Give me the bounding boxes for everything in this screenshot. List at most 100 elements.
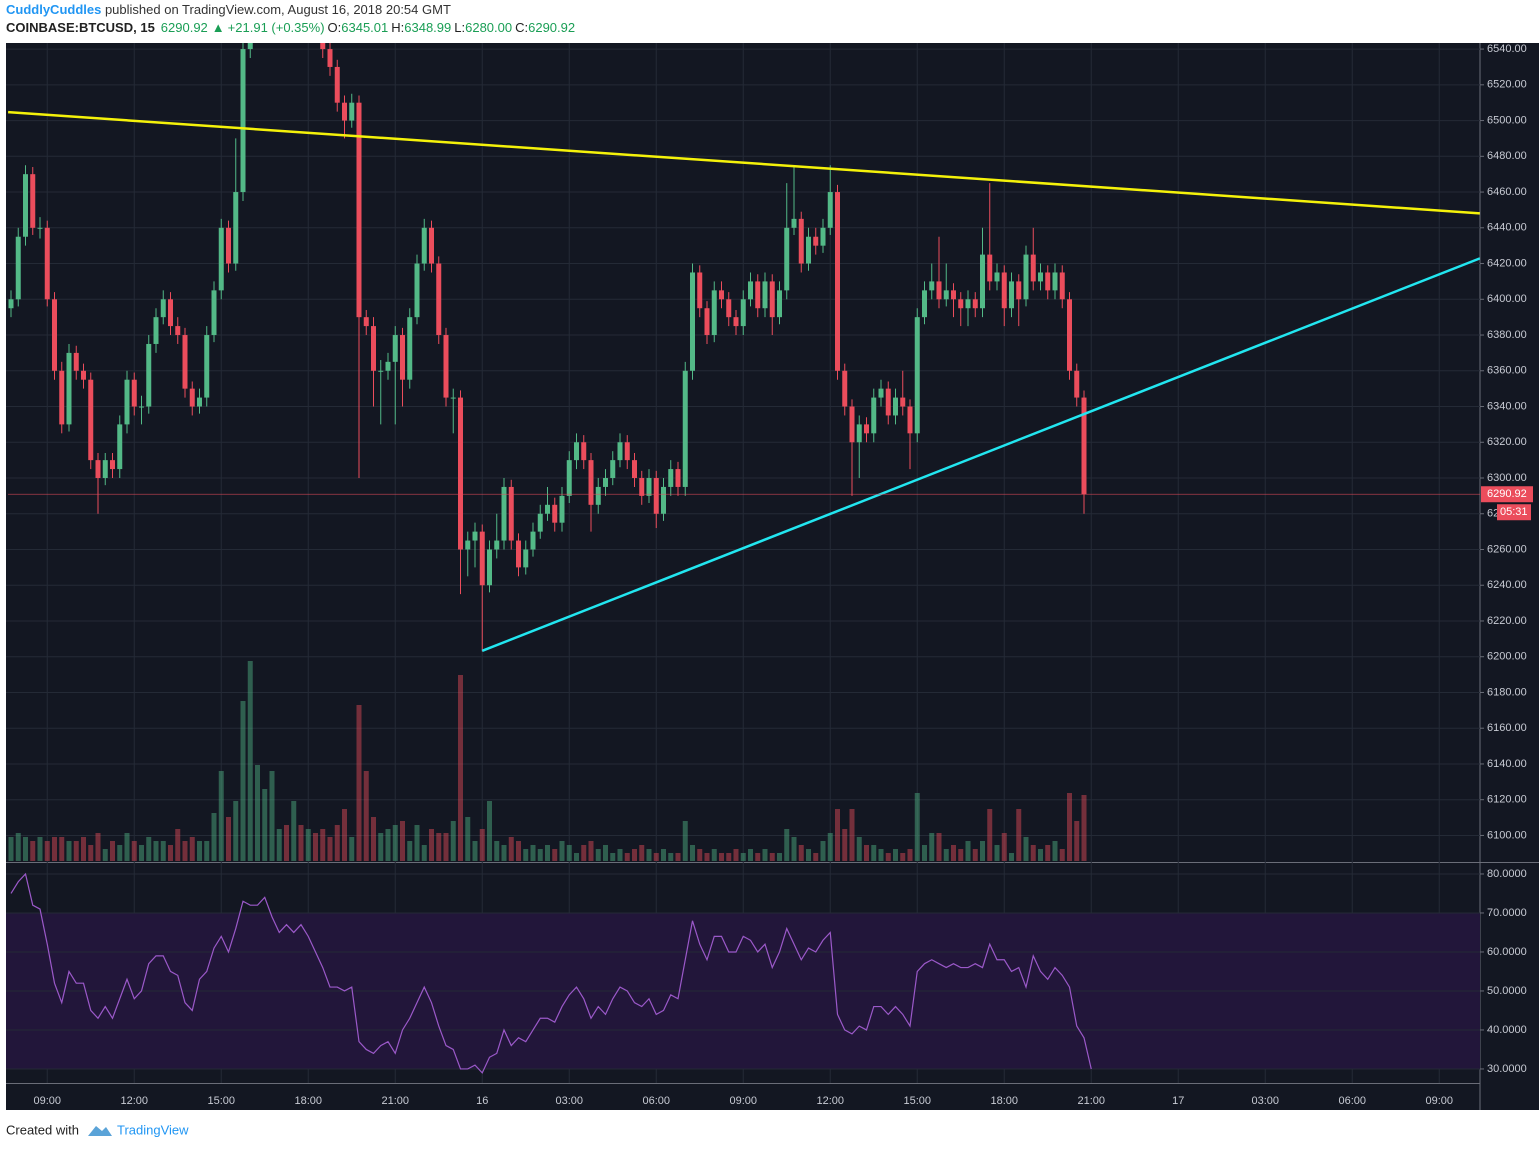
- volume-bar: [980, 841, 985, 861]
- candle-body: [44, 227, 50, 300]
- volume-bar: [313, 833, 318, 861]
- volume-bar: [81, 837, 86, 861]
- volume-bar: [298, 825, 304, 861]
- author[interactable]: CuddlyCuddles: [6, 2, 101, 17]
- candle-body: [1081, 397, 1087, 495]
- volume-bar: [1059, 849, 1065, 861]
- ohlc-label: C:: [515, 20, 528, 35]
- candle-body: [791, 218, 797, 228]
- candle-body: [784, 227, 790, 291]
- candle-body: [682, 370, 688, 487]
- candle-body: [414, 263, 420, 318]
- candle-body: [987, 254, 993, 282]
- volume-bar: [320, 829, 326, 861]
- volume-bar: [465, 817, 471, 861]
- volume-bar: [914, 793, 920, 861]
- candle-body: [131, 379, 137, 407]
- volume-bar: [233, 801, 239, 861]
- countdown: 05:31: [1500, 506, 1528, 518]
- tv-logo: [88, 1126, 112, 1136]
- candle-body: [189, 388, 195, 407]
- rsi-tick-label: 50.0000: [1487, 985, 1527, 997]
- candle-body: [733, 317, 739, 327]
- volume-bar: [1023, 837, 1029, 861]
- candle-body: [675, 469, 681, 487]
- volume-bar: [878, 849, 884, 861]
- volume-bar: [552, 849, 558, 861]
- candle-body: [943, 290, 949, 300]
- candle-body: [856, 424, 862, 443]
- candle-body: [153, 317, 159, 344]
- candle-body: [175, 326, 181, 336]
- volume-bar: [458, 675, 463, 861]
- candle-body: [726, 299, 732, 318]
- candle-body: [458, 397, 463, 550]
- candle-body: [117, 424, 123, 470]
- candle-body: [66, 352, 72, 425]
- x-tick-label: 09:00: [1425, 1095, 1453, 1107]
- candle-body: [972, 299, 978, 309]
- volume-bar: [530, 845, 536, 861]
- symbol-line: COINBASE:BTCUSD, 15 6290.92 ▲ +21.91 (+0.35…: [6, 20, 575, 35]
- candle-body: [1059, 272, 1065, 300]
- candle-body: [124, 379, 130, 425]
- candle-body: [334, 66, 340, 103]
- volume-bar: [443, 833, 449, 861]
- volume-bar: [972, 849, 978, 861]
- volume-bar: [755, 853, 761, 861]
- ohlc-label: L:: [454, 20, 465, 35]
- volume-bar: [574, 853, 579, 861]
- candle-body: [88, 379, 94, 461]
- footer-brand[interactable]: TradingView: [117, 1122, 189, 1137]
- volume-bar: [929, 833, 935, 861]
- volume-bar: [378, 833, 384, 861]
- candle-body: [102, 460, 108, 479]
- countdown-bg: [1497, 504, 1531, 521]
- x-tick-label: 06:00: [1338, 1095, 1366, 1107]
- y-tick-label: 6220.00: [1487, 615, 1527, 627]
- volume-bar: [407, 841, 413, 861]
- candle-body: [1001, 272, 1007, 309]
- candle-body: [73, 352, 79, 371]
- candle-body: [247, 43, 253, 50]
- volume-bar: [218, 771, 224, 861]
- candle-body: [508, 486, 514, 541]
- volume-bar: [907, 849, 913, 861]
- ohlc-value: 6348.99: [404, 20, 451, 35]
- candle-body: [842, 370, 848, 407]
- volume-bar: [73, 841, 79, 861]
- candle-body: [327, 49, 333, 67]
- candle-body: [501, 486, 507, 541]
- volume-bar: [856, 837, 862, 861]
- candle-body: [951, 290, 956, 300]
- volume-bar: [965, 841, 971, 861]
- change: +21.91 (+0.35%): [228, 20, 325, 35]
- last: 6290.92: [161, 20, 208, 35]
- arrow: ▲: [212, 20, 225, 35]
- x-tick-label: 12:00: [816, 1095, 844, 1107]
- volume-bar: [748, 849, 753, 861]
- volume-bar: [363, 771, 369, 861]
- rsi-tick-label: 80.0000: [1487, 868, 1527, 880]
- candle-body: [878, 388, 884, 398]
- ohlc-label: H:: [391, 20, 404, 35]
- volume-bar: [421, 845, 427, 861]
- volume-bar: [762, 849, 768, 861]
- y-tick-label: 6520.00: [1487, 79, 1527, 91]
- candle-body: [52, 299, 57, 371]
- y-tick-label: 6240.00: [1487, 579, 1527, 591]
- candle-body: [160, 299, 166, 318]
- volume-bar: [820, 841, 826, 861]
- volume-bar: [429, 829, 434, 861]
- y-tick-label: 6100.00: [1487, 829, 1527, 841]
- candle-body: [864, 424, 869, 434]
- x-tick-label: 15:00: [207, 1095, 235, 1107]
- y-tick-label: 6200.00: [1487, 651, 1527, 663]
- candle-body: [755, 281, 761, 309]
- candle-body: [342, 102, 347, 121]
- y-tick-label: 6500.00: [1487, 114, 1527, 126]
- volume-bar: [1081, 795, 1087, 861]
- volume-bar: [204, 841, 210, 861]
- volume-bar: [1038, 849, 1043, 861]
- y-tick-label: 6360.00: [1487, 365, 1527, 377]
